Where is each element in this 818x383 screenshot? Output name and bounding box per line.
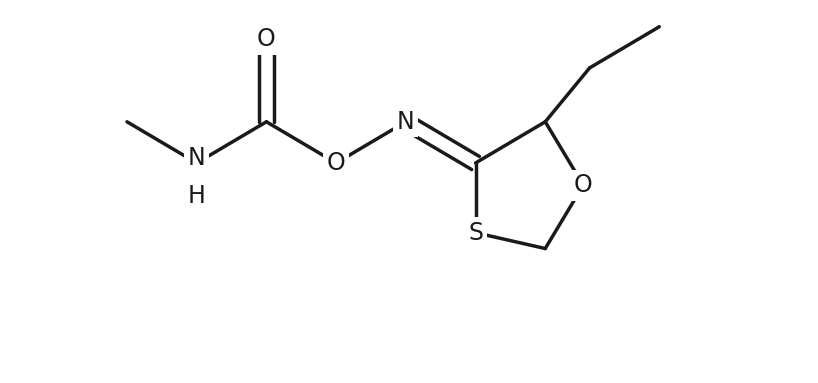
Text: O: O — [257, 28, 276, 51]
Text: S: S — [468, 221, 483, 245]
Text: O: O — [574, 173, 593, 197]
Text: H: H — [188, 184, 205, 208]
Text: N: N — [188, 146, 205, 170]
Text: O: O — [326, 151, 345, 175]
Text: N: N — [397, 110, 415, 134]
